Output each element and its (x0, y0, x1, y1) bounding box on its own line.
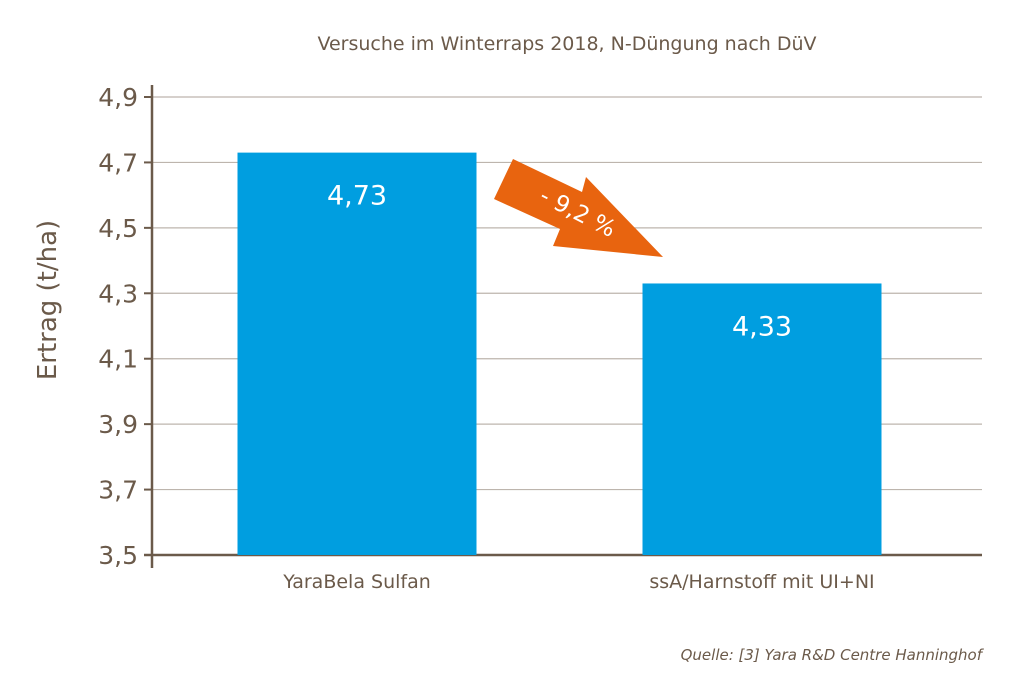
x-tick-label: YaraBela Sulfan (282, 571, 431, 593)
source-note: Quelle: [3] Yara R&D Centre Hanninghof (681, 646, 985, 664)
y-tick-label: 3,7 (98, 476, 138, 505)
y-tick-label: 4,3 (98, 279, 138, 308)
y-tick-label: 3,9 (98, 410, 138, 439)
y-tick-label: 4,1 (98, 345, 138, 374)
y-tick-label: 4,7 (98, 148, 138, 177)
bar-data-label: 4,33 (732, 311, 792, 342)
bar-data-label: 4,73 (327, 181, 387, 212)
y-tick-label: 4,5 (98, 214, 138, 243)
bar (642, 283, 882, 555)
y-tick-label: 4,9 (98, 83, 138, 112)
decrease-arrow (494, 159, 663, 257)
y-axis-label: Ertrag (t/ha) (33, 220, 63, 380)
bar (237, 152, 477, 555)
x-tick-label: ssA/Harnstoff mit UI+NI (649, 571, 874, 593)
y-tick-label: 3,5 (98, 541, 138, 570)
chart-title: Versuche im Winterraps 2018, N-Düngung n… (317, 33, 816, 55)
